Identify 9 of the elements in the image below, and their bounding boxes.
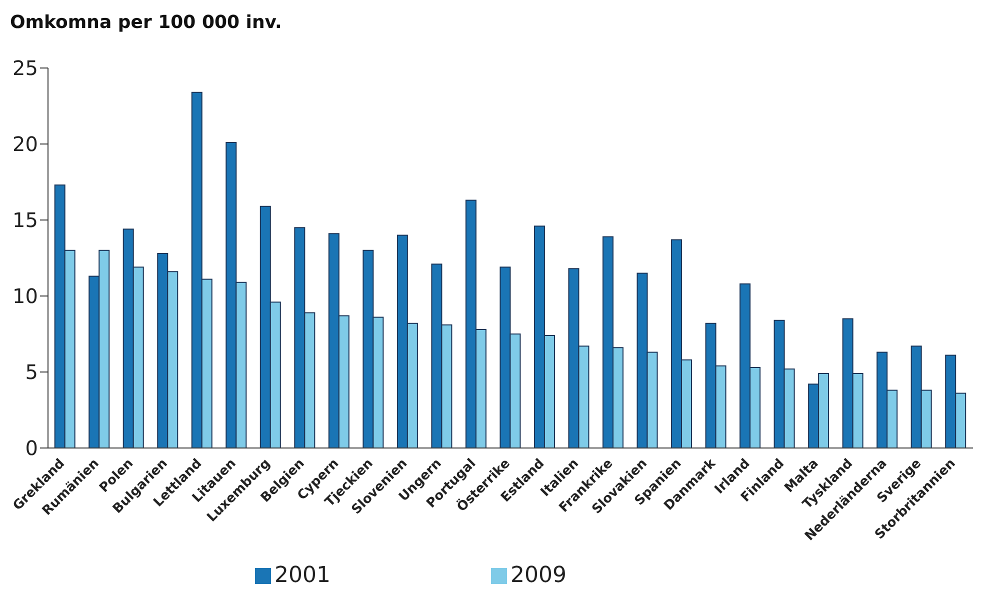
- y-tick-label: 10: [12, 284, 38, 308]
- y-tick-label: 20: [12, 132, 38, 156]
- y-tick-label: 15: [12, 208, 38, 232]
- y-tick-label: 5: [25, 360, 38, 384]
- chart-title: Omkomna per 100 000 inv.: [10, 12, 282, 33]
- legend-label: 2001: [274, 563, 330, 588]
- y-tick-label: 0: [25, 436, 38, 460]
- legend-label: 2009: [510, 563, 566, 588]
- y-tick-label: 25: [12, 56, 38, 80]
